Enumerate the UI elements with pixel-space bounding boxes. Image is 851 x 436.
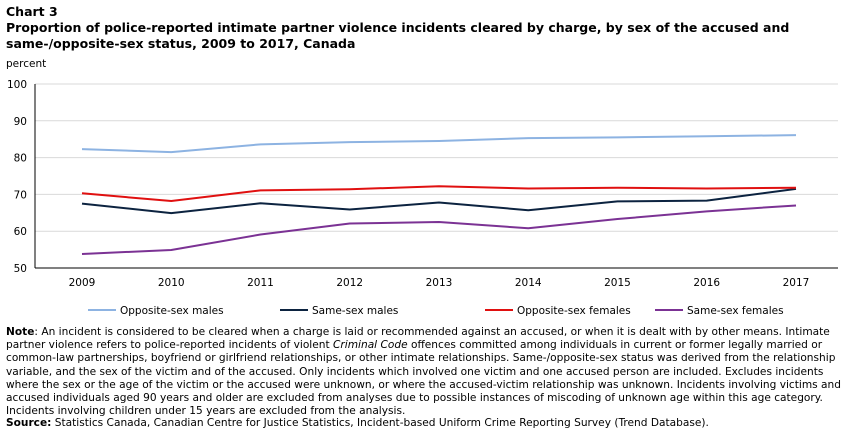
chart-title: Proportion of police-reported intimate p…	[6, 20, 790, 51]
series-line-same-sex-females	[81, 204, 797, 256]
x-tick-labels: 2009 2010 2011 2012 2013 2014 2015 2016 2017	[69, 277, 810, 289]
y-axis-unit-label: percent	[6, 58, 47, 70]
legend: Opposite-sex males Same-sex males Opposite…	[88, 305, 784, 317]
gridlines	[35, 83, 838, 232]
source-text: Statistics Canada, Canadian Centre for J…	[51, 417, 709, 429]
chart-note: Note: An incident is considered to be cl…	[6, 326, 842, 418]
x-tick-label-2012: 2012	[336, 277, 363, 289]
y-tick-label-80: 80	[14, 153, 27, 165]
x-tick-label-2009: 2009	[69, 277, 96, 289]
x-tick-label-2014: 2014	[515, 277, 542, 289]
y-tick-label-60: 60	[14, 226, 27, 238]
x-tick-label-2013: 2013	[426, 277, 453, 289]
x-tick-label-2011: 2011	[247, 277, 274, 289]
note-text-1: : An incident is considered to be cleare…	[6, 326, 830, 352]
note-text-2: offences committed among individuals in …	[6, 339, 841, 418]
series-lines	[81, 134, 797, 256]
y-tick-label-70: 70	[14, 189, 27, 201]
y-tick-labels: 50 60 70 80 90 100	[7, 79, 27, 275]
y-tick-label-50: 50	[14, 263, 27, 275]
x-tick-label-2015: 2015	[604, 277, 631, 289]
series-line-opposite-sex-males	[81, 134, 797, 154]
note-label: Note	[6, 326, 35, 338]
series-line-same-sex-males	[81, 187, 797, 215]
x-tick-label-2016: 2016	[693, 277, 720, 289]
axes	[34, 84, 838, 269]
note-italic-term: Criminal Code	[333, 339, 408, 352]
legend-label-opposite-sex-males: Opposite-sex males	[120, 305, 224, 317]
series-line-opposite-sex-females	[81, 185, 797, 203]
y-tick-label-100: 100	[7, 79, 27, 91]
chart-source: Source: Statistics Canada, Canadian Cent…	[6, 417, 842, 430]
legend-label-same-sex-females: Same-sex females	[687, 305, 784, 317]
y-tick-label-90: 90	[14, 116, 27, 128]
legend-label-same-sex-males: Same-sex males	[312, 305, 398, 317]
x-tick-label-2017: 2017	[783, 277, 810, 289]
x-tick-label-2010: 2010	[158, 277, 185, 289]
legend-label-opposite-sex-females: Opposite-sex females	[517, 305, 631, 317]
chart-number: Chart 3	[6, 4, 58, 19]
source-label: Source:	[6, 417, 52, 429]
